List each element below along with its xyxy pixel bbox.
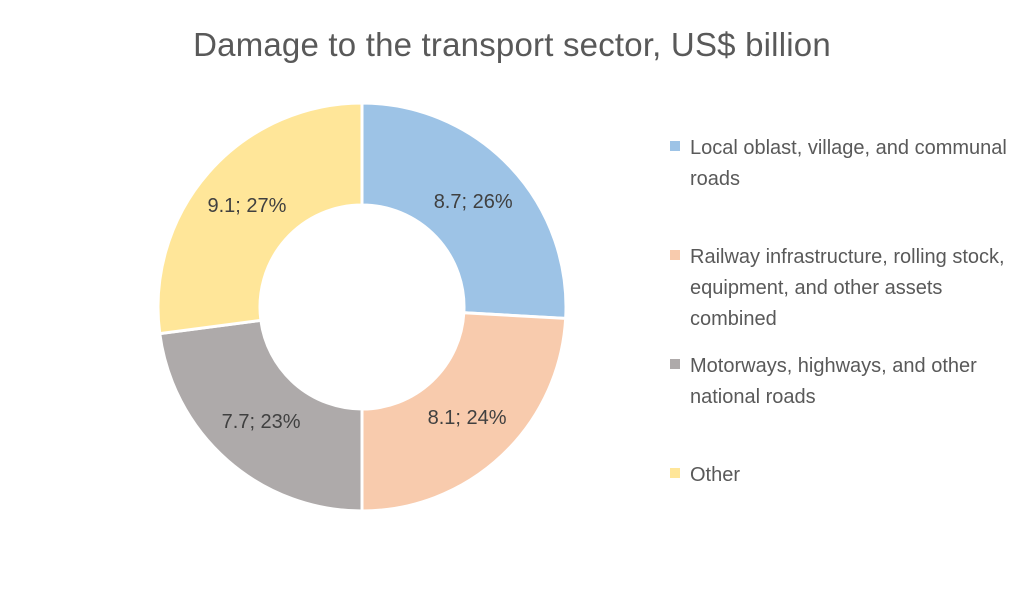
slice-railway-infrastructure-rolling-stock-equipment-and-other-assets-combined — [360, 311, 568, 513]
legend-label: Local oblast, village, and communal road… — [690, 137, 1007, 190]
legend-swatch — [670, 359, 680, 369]
legend-label: Motorways, highways, and other national … — [690, 355, 977, 408]
data-labels: 8.7; 26% 8.1; 24% 7.7; 23% 9.1; 27% — [207, 191, 512, 433]
legend-swatch — [670, 468, 680, 478]
data-label-local-oblast-village-and-communal-roads: 8.7; 26% — [434, 191, 513, 213]
slice-motorways-highways-and-other-national-roads — [158, 318, 364, 513]
chart-title: Damage to the transport sector, US$ bill… — [193, 26, 831, 63]
slice-other — [156, 101, 364, 336]
legend-label: Railway infrastructure, rolling stock, e… — [690, 246, 1005, 330]
legend-label: Other — [690, 464, 741, 486]
data-label-other: 9.1; 27% — [207, 195, 286, 217]
donut-slices — [156, 101, 568, 513]
legend-swatch — [670, 141, 680, 151]
legend-swatch — [670, 250, 680, 260]
data-label-motorways-highways-and-other-national-roads: 7.7; 23% — [222, 411, 301, 433]
slice-local-oblast-village-and-communal-roads — [360, 101, 568, 321]
data-label-railway-infrastructure-rolling-stock-equipment-and-other-assets-combined: 8.1; 24% — [428, 407, 507, 429]
